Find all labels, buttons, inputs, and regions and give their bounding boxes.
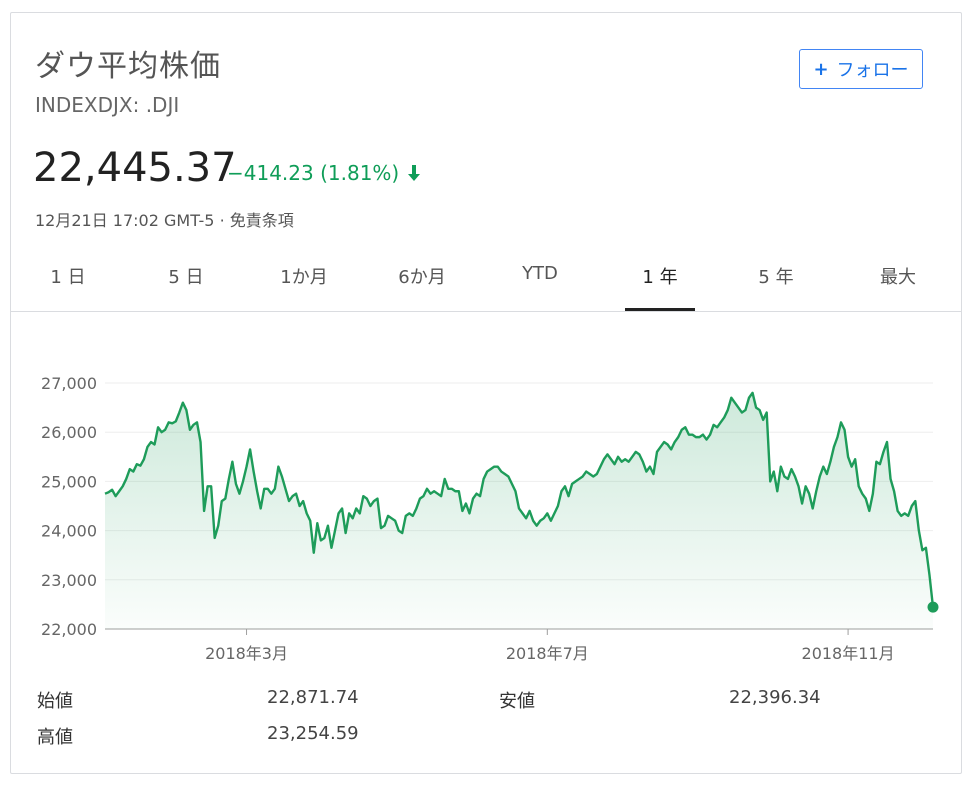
follow-button[interactable]: + フォロー <box>799 49 923 89</box>
tab-6m[interactable]: 6か月 <box>377 263 467 311</box>
tab-label: 5 日 <box>168 267 204 288</box>
current-price: 22,445.37 <box>33 145 237 191</box>
high-label: 高値 <box>37 727 73 748</box>
y-tick-label: 22,000 <box>41 620 97 639</box>
arrow-down-icon <box>408 165 421 181</box>
y-tick-label: 27,000 <box>41 374 97 393</box>
tab-label: 6か月 <box>398 267 446 288</box>
price-chart[interactable]: 27,000 26,000 25,000 24,000 23,000 22,000 2018… <box>11 333 961 673</box>
tab-1y[interactable]: 1 年 <box>625 263 695 311</box>
timestamp: 12月21日 17:02 GMT-5 <box>35 211 215 230</box>
quote-meta: 12月21日 17:02 GMT-5 · 免責条項 <box>35 207 294 231</box>
stock-card: ダウ平均株価 INDEXDJX: .DJI + フォロー 22,445.37 −… <box>10 12 962 774</box>
tab-label: 1 年 <box>642 267 678 288</box>
index-title: ダウ平均株価 <box>35 49 221 84</box>
y-tick-label: 23,000 <box>41 571 97 590</box>
tab-label: 1か月 <box>280 267 328 288</box>
open-value: 22,871.74 <box>267 687 359 708</box>
tab-label: 1 日 <box>50 267 86 288</box>
tab-ytd[interactable]: YTD <box>497 263 583 311</box>
low-label: 安値 <box>499 691 535 712</box>
disclaimer-link[interactable]: 免責条項 <box>229 211 294 230</box>
tab-5y[interactable]: 5 年 <box>733 263 819 311</box>
x-tick-label: 2018年11月 <box>802 644 895 663</box>
tab-label: YTD <box>522 263 558 284</box>
tab-label: 5 年 <box>758 267 794 288</box>
tab-1d[interactable]: 1 日 <box>25 263 111 311</box>
high-value: 23,254.59 <box>267 723 359 744</box>
price-change: −414.23 (1.81%) <box>227 161 421 185</box>
price-change-value: −414.23 (1.81%) <box>227 161 400 185</box>
tab-label: 最大 <box>880 267 916 288</box>
open-label: 始値 <box>37 691 73 712</box>
y-tick-label: 26,000 <box>41 423 97 442</box>
ticker-symbol: INDEXDJX: .DJI <box>35 93 180 117</box>
y-tick-label: 24,000 <box>41 522 97 541</box>
price-line <box>104 391 935 608</box>
low-value: 22,396.34 <box>729 687 821 708</box>
plus-icon: + <box>813 58 829 80</box>
y-tick-label: 25,000 <box>41 472 97 491</box>
separator: · <box>219 211 225 230</box>
x-tick-label: 2018年3月 <box>205 644 288 663</box>
follow-label: フォロー <box>836 60 909 81</box>
area-fill <box>105 392 933 629</box>
tab-1m[interactable]: 1か月 <box>259 263 349 311</box>
active-tab-indicator <box>625 308 695 311</box>
last-price-point <box>927 601 939 613</box>
range-tabs: 1 日 5 日 1か月 6か月 YTD 1 年 5 年 最大 <box>11 253 961 312</box>
x-tick-label: 2018年7月 <box>506 644 589 663</box>
tab-5d[interactable]: 5 日 <box>143 263 229 311</box>
tab-max[interactable]: 最大 <box>855 263 941 311</box>
